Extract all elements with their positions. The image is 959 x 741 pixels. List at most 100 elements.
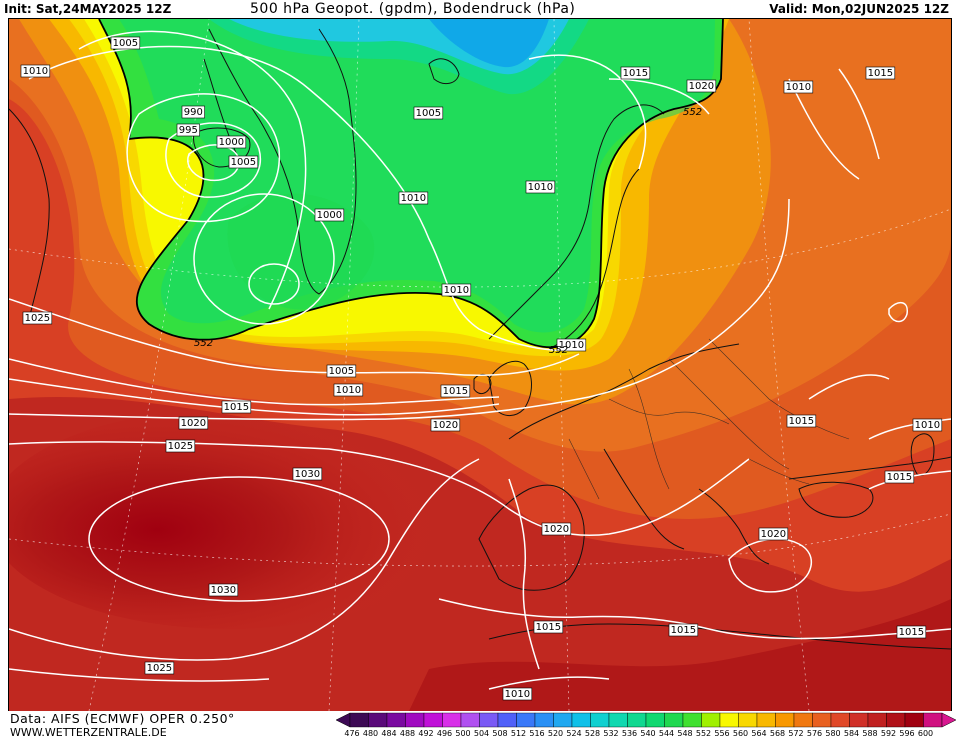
svg-text:1025: 1025: [147, 663, 172, 674]
colorbar-cell: [349, 712, 369, 728]
svg-text:1015: 1015: [623, 68, 648, 79]
colorbar-tick-label: 560: [732, 729, 749, 738]
isobar-label: 1000: [314, 208, 345, 222]
colorbar-cell: [627, 712, 647, 728]
colorbar-tick-label: 580: [825, 729, 841, 738]
contour-552-label: 552: [683, 107, 702, 118]
svg-text:1010: 1010: [786, 82, 811, 93]
isobar-label: 1020: [430, 418, 461, 432]
svg-text:1020: 1020: [433, 420, 458, 431]
colorbar-tick-labels: 476 480 484 488 492 496 500 504 508 512 516 520 524 5…: [336, 729, 956, 741]
data-source-label: Data: AIFS (ECMWF) OPER 0.250°: [10, 711, 235, 726]
colorbar-cell: [423, 712, 443, 728]
weather-map-canvas: 1005 1010 990 995 1000 1005 1005 1010 1000 1015 10…: [9, 19, 951, 711]
isobar-label: 1010: [556, 338, 587, 352]
isobar-label: 1020: [686, 79, 717, 93]
contour-552-labels: 552 552 552: [194, 107, 702, 356]
isobar-label: 1010: [525, 180, 556, 194]
svg-text:995: 995: [179, 125, 198, 136]
colorbar-cell: [534, 712, 554, 728]
svg-text:1025: 1025: [25, 313, 50, 324]
svg-text:1015: 1015: [536, 622, 561, 633]
isobar-label: 1015: [620, 66, 651, 80]
isobar-label: 1005: [228, 155, 259, 169]
colorbar-tick-label: 484: [381, 729, 397, 738]
isobar-label: 1005: [326, 364, 357, 378]
isobar-label: 1025: [165, 439, 196, 453]
colorbar-tick-label: 504: [473, 729, 490, 738]
colorbar-tick-label: 556: [714, 729, 730, 738]
website-label: WWW.WETTERZENTRALE.DE: [10, 726, 167, 739]
svg-text:1010: 1010: [336, 385, 361, 396]
colorbar-cell: [756, 712, 776, 728]
colorbar-tick-label: 572: [788, 729, 804, 738]
isobar-label: 1015: [786, 414, 817, 428]
colorbar-cell: [904, 712, 924, 728]
colorbar-cell: [497, 712, 517, 728]
isobar-label: 1020: [758, 527, 789, 541]
colorbar-tick-label: 592: [880, 729, 897, 738]
colorbar-cell: [719, 712, 739, 728]
colorbar-tick-label: 480: [362, 729, 379, 738]
colorbar-cell: [886, 712, 906, 728]
isobar-label: 1010: [398, 191, 429, 205]
svg-text:1020: 1020: [544, 524, 569, 535]
contour-552: [98, 19, 724, 348]
colorbar-cell: [571, 712, 591, 728]
colorbar-cell: [923, 712, 943, 728]
isobar-label: 1005: [413, 106, 444, 120]
azores-high-core: [9, 409, 469, 629]
svg-text:990: 990: [184, 107, 203, 118]
colorbar-tick-label: 532: [603, 729, 619, 738]
colorbar-tick-label: 596: [899, 729, 915, 738]
svg-text:1005: 1005: [329, 366, 354, 377]
colorbar-cell: [867, 712, 887, 728]
isobar-label: 1010: [20, 64, 51, 78]
colorbar-cell: [442, 712, 462, 728]
colorbar-tick-label: 476: [344, 729, 360, 738]
isobar-label: 1010: [912, 418, 943, 432]
colorbar-tick-label: 492: [418, 729, 434, 738]
colorbar-tick-label: 584: [843, 729, 860, 738]
isobar-label: 1005: [110, 36, 141, 50]
colorbar-cell: [738, 712, 758, 728]
colorbar-tick-label: 508: [492, 729, 508, 738]
isobar-label: 1025: [22, 311, 53, 325]
svg-text:1015: 1015: [899, 627, 924, 638]
svg-text:1020: 1020: [761, 529, 786, 540]
svg-text:1010: 1010: [915, 420, 940, 431]
colorbar-tick-label: 512: [510, 729, 527, 738]
colorbar-cell: [608, 712, 628, 728]
svg-text:1025: 1025: [168, 441, 193, 452]
colorbar-cell: [368, 712, 388, 728]
isobar-label: 1030: [292, 467, 323, 481]
colorbar-tick-label: 544: [658, 729, 675, 738]
lat-lon-grid: [9, 19, 951, 711]
valid-time-label: Valid: Mon,02JUN2025 12Z: [769, 2, 949, 16]
isobar-label: 1015: [533, 620, 564, 634]
svg-text:1000: 1000: [219, 137, 244, 148]
weather-map[interactable]: 1005 1010 990 995 1000 1005 1005 1010 1000 1015 10…: [8, 18, 952, 712]
footer-bar: Data: AIFS (ECMWF) OPER 0.250° WWW.WETTE…: [0, 711, 959, 741]
isobar-label: 1000: [216, 135, 247, 149]
colorbar-tick-label: 536: [621, 729, 638, 738]
isobar-label: 1030: [208, 583, 239, 597]
contour-552-label: 552: [194, 338, 213, 349]
colorbar-cell: [701, 712, 721, 728]
isobar-label: 1020: [178, 416, 209, 430]
colorbar-cell: [553, 712, 573, 728]
svg-text:1010: 1010: [505, 689, 530, 700]
colorbar-cell: [682, 712, 702, 728]
map-title: 500 hPa Geopot. (gpdm), Bodendruck (hPa): [250, 1, 576, 17]
colorbar-tick-label: 528: [584, 729, 601, 738]
svg-text:1030: 1030: [211, 585, 236, 596]
svg-text:1015: 1015: [887, 472, 912, 483]
colorbar-cell: [849, 712, 869, 728]
svg-text:1020: 1020: [181, 418, 206, 429]
colorbar-cell: [645, 712, 665, 728]
isobar-label: 1010: [333, 383, 364, 397]
svg-text:1015: 1015: [671, 625, 696, 636]
svg-text:1010: 1010: [559, 340, 584, 351]
contour-552-label: 552: [549, 345, 568, 356]
colorbar-cell: [460, 712, 480, 728]
